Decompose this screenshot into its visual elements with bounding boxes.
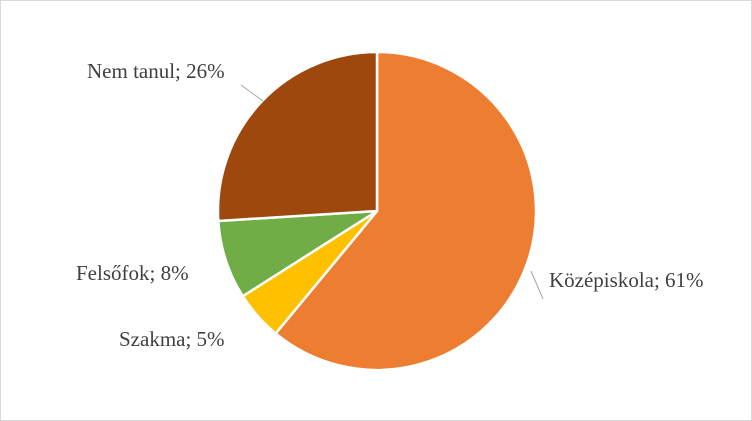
data-label-felsofok: Felsőfok; 8% bbox=[76, 261, 189, 285]
data-labels: Középiskola; 61% Szakma; 5% Felsőfok; 8%… bbox=[76, 59, 704, 351]
leader-line-kozepiskola bbox=[530, 270, 544, 300]
data-label-nem-tanul: Nem tanul; 26% bbox=[87, 59, 225, 83]
leader-lines bbox=[240, 84, 544, 300]
pie-slice-nem-tanul bbox=[216, 50, 379, 223]
data-label-kozepiskola: Középiskola; 61% bbox=[549, 268, 704, 292]
data-label-szakma: Szakma; 5% bbox=[119, 327, 225, 351]
leader-line-nem-tanul bbox=[240, 84, 264, 102]
pie-slice-kozepiskola bbox=[273, 50, 538, 372]
pie-slices bbox=[216, 50, 538, 372]
